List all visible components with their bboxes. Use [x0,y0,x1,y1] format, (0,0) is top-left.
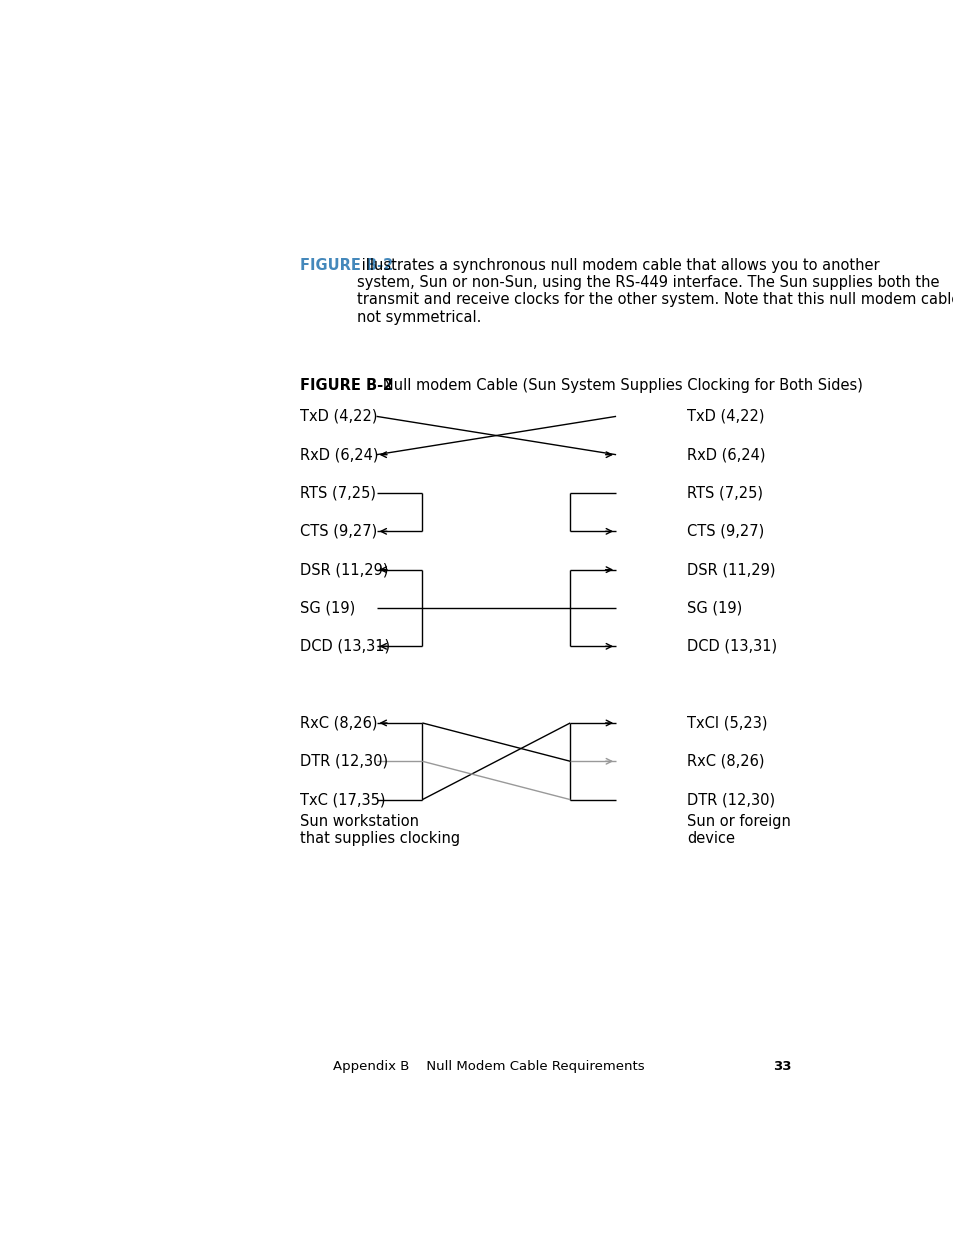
Text: TxD (4,22): TxD (4,22) [300,409,377,424]
Text: FIGURE B-2: FIGURE B-2 [300,378,394,393]
Text: 33: 33 [773,1060,791,1072]
Text: RTS (7,25): RTS (7,25) [686,485,762,500]
Text: SG (19): SG (19) [300,600,355,615]
Text: DTR (12,30): DTR (12,30) [686,792,775,808]
Text: TxD (4,22): TxD (4,22) [686,409,763,424]
Text: illustrates a synchronous null modem cable that allows you to another
system, Su: illustrates a synchronous null modem cab… [357,258,953,325]
Text: DCD (13,31): DCD (13,31) [686,638,777,653]
Text: Sun workstation
that supplies clocking: Sun workstation that supplies clocking [300,814,460,846]
Text: CTS (9,27): CTS (9,27) [300,524,377,538]
Text: Appendix B    Null Modem Cable Requirements: Appendix B Null Modem Cable Requirements [333,1060,644,1072]
Text: CTS (9,27): CTS (9,27) [686,524,763,538]
Text: RTS (7,25): RTS (7,25) [300,485,376,500]
Text: FIGURE B-2: FIGURE B-2 [300,258,394,273]
Text: DSR (11,29): DSR (11,29) [686,562,775,577]
Text: RxC (8,26): RxC (8,26) [686,753,763,768]
Text: DCD (13,31): DCD (13,31) [300,638,390,653]
Text: TxC (17,35): TxC (17,35) [300,792,385,808]
Text: DSR (11,29): DSR (11,29) [300,562,389,577]
Text: TxCI (5,23): TxCI (5,23) [686,715,767,730]
Text: Sun or foreign
device: Sun or foreign device [686,814,790,846]
Text: SG (19): SG (19) [686,600,741,615]
Text: DTR (12,30): DTR (12,30) [300,753,388,768]
Text: Null modem Cable (Sun System Supplies Clocking for Both Sides): Null modem Cable (Sun System Supplies Cl… [369,378,862,393]
Text: RxC (8,26): RxC (8,26) [300,715,377,730]
Text: RxD (6,24): RxD (6,24) [300,447,378,462]
Text: RxD (6,24): RxD (6,24) [686,447,764,462]
